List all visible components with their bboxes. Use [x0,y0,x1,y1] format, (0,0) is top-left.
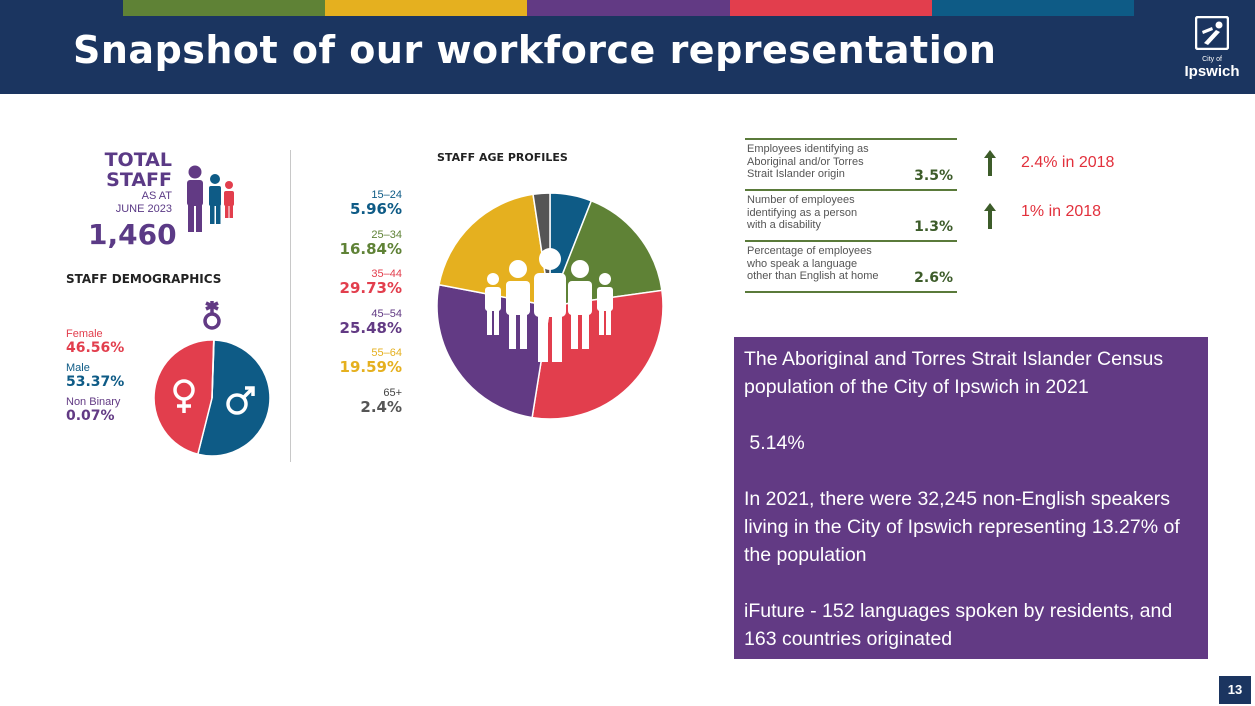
census-paragraph: In 2021, there were 32,245 non-English s… [744,488,1180,566]
slide-header: Snapshot of our workforce representation… [0,0,1255,94]
stripe-yellow [325,0,528,16]
gender-slice-male [196,339,271,457]
total-staff-line1: TOTAL [104,149,172,171]
people-group-icon [187,165,234,232]
age-value: 5.96% [349,200,402,218]
age-label: 25–34 [371,228,402,241]
census-paragraph: iFuture - 152 languages spoken by reside… [744,600,1173,650]
age-label: 15–24 [371,189,402,201]
age-label: 55–64 [371,347,402,359]
stripe-purple [527,0,730,16]
age-pie-chart [436,192,664,420]
gender-slice-non-binary [211,339,215,399]
staff-age-profiles-title: STAFF AGE PROFILES [437,151,568,164]
census-paragraph: 5.14% [744,432,805,454]
age-item: 45–54 25.48% [320,308,402,348]
census-paragraph: The Aboriginal and Torres Strait Islande… [744,348,1164,398]
up-arrow-icon [984,203,996,229]
stat-line: Employees identifying as [747,143,869,155]
stat-text: Employees identifying as Aboriginal and/… [747,143,907,181]
stat-value: 2.6% [914,270,953,286]
gender-value: 0.07% [66,408,115,424]
gender-label: Non Binary [66,396,121,408]
age-value: 29.73% [339,279,402,297]
census-info-box: The Aboriginal and Torres Strait Islande… [734,337,1208,659]
age-item: 65+ 2.4% [320,387,402,427]
age-label: 45–54 [371,307,402,320]
age-label: 65+ [383,386,402,399]
age-value: 19.59% [339,358,402,376]
age-item: 15–24 5.96% [320,189,402,229]
gender-label: Male [66,362,90,374]
gender-item-male: Male 53.37% [66,362,156,390]
stat-line: Strait Islander origin [747,168,845,180]
note-2018-atsi: 2.4% in 2018 [1021,154,1115,171]
vertical-divider [290,150,291,462]
gender-list: Female 46.56% Male 53.37% Non Binary 0.0… [66,328,156,430]
male-symbol-icon [226,386,255,415]
age-value: 16.84% [339,239,402,258]
staff-demographics-title: STAFF DEMOGRAPHICS [66,272,222,286]
age-item: 55–64 19.59% [320,347,402,387]
age-slice-25-34 [548,199,663,307]
age-slice-35-44 [531,289,664,420]
gender-item-non-binary: Non Binary 0.07% [66,396,156,424]
gender-value: 46.56% [66,340,125,356]
stat-text: Percentage of employees who speak a lang… [747,245,907,283]
stat-line: Aboriginal and/or Torres [747,155,864,168]
stat-line: identifying as a person [747,206,858,219]
stat-row: Number of employees identifying as a per… [745,189,957,240]
total-staff-line3: AS AT [141,190,172,202]
female-symbol-icon [173,379,195,413]
gender-pie-chart [153,301,271,457]
city-logo: City of Ipswich [1180,15,1244,80]
people-crowd-icon [485,248,613,362]
stat-line: other than English at home [747,270,879,282]
stat-row: Employees identifying as Aboriginal and/… [745,138,957,189]
gender-label: Female [66,328,103,340]
gender-item-female: Female 46.56% [66,328,156,356]
note-2018-disability: 1% in 2018 [1021,203,1102,220]
stat-row: Percentage of employees who speak a lang… [745,240,957,293]
total-staff-line2: STAFF [106,169,172,191]
stat-line: Percentage of employees [747,245,872,257]
up-arrow-icon [984,150,996,176]
stat-line: with a disability [747,219,821,231]
total-staff-label: TOTAL STAFF AS AT JUNE 2023 [104,150,172,216]
page-title: Snapshot of our workforce representation [73,28,997,72]
gender-value: 53.37% [66,374,125,390]
age-list: 15–24 5.96% 25–34 16.84% 35–44 29.73% 45… [320,189,402,426]
logo-name: Ipswich [1184,63,1240,80]
total-staff-line4: JUNE 2023 [115,203,172,215]
age-slice-55-64 [438,193,551,307]
stat-value: 3.5% [914,168,953,184]
employee-stats-table: Employees identifying as Aboriginal and/… [745,138,957,293]
age-value: 2.4% [360,397,402,416]
non-binary-symbol-icon [203,301,221,330]
stripe-green [123,0,326,16]
stat-text: Number of employees identifying as a per… [747,194,907,232]
stat-line: Number of employees [747,194,855,206]
stat-value: 1.3% [914,219,953,235]
stat-line: who speak a language [747,257,858,270]
total-staff-value: 1,460 [88,218,177,251]
page-number: 13 [1219,676,1251,704]
age-item: 25–34 16.84% [320,229,402,269]
age-item: 35–44 29.73% [320,268,402,308]
stripe-red [729,0,932,16]
gender-slice-female [153,339,215,456]
age-value: 25.48% [339,318,402,337]
logo-small-text: City of [1202,56,1222,63]
age-label: 35–44 [371,268,402,280]
color-stripes [123,0,1135,16]
stripe-blue [931,0,1135,16]
ipswich-i-logo-icon [1194,15,1230,51]
